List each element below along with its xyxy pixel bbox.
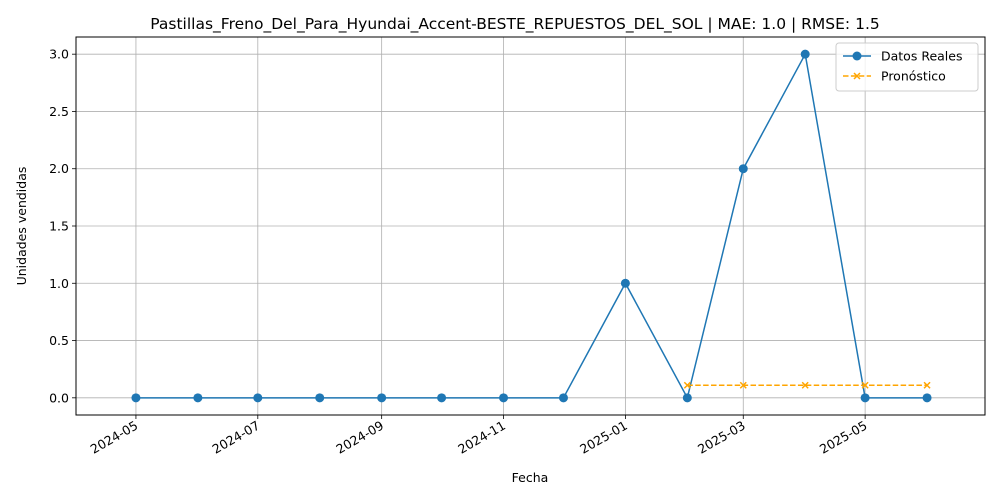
y-tick-label: 3.0 [49, 47, 69, 62]
data-point-datos-reales [437, 393, 447, 403]
data-point-pronostico [801, 381, 809, 389]
data-point-datos-reales [377, 393, 387, 403]
chart-title: Pastillas_Freno_Del_Para_Hyundai_Accent-… [150, 15, 879, 34]
data-point-datos-reales [682, 393, 692, 403]
legend-label-datos-reales: Datos Reales [881, 49, 962, 64]
legend-marker-datos-reales [852, 51, 862, 61]
data-point-datos-reales [922, 393, 932, 403]
data-point-pronostico [923, 381, 931, 389]
data-point-datos-reales [193, 393, 203, 403]
plot-area: 2024-05 2024-07 2024-09 2024-11 2025-01 2025-… [49, 36, 986, 457]
legend-marker-pronostico [853, 72, 861, 80]
legend: Datos Reales Pronóstico [835, 42, 979, 92]
data-point-datos-reales [499, 393, 509, 403]
y-tick-label: 0.5 [49, 333, 69, 348]
x-axis-label: Fecha [512, 470, 549, 485]
data-point-datos-reales [800, 49, 810, 59]
y-tick-label: 1.0 [49, 276, 69, 291]
plot-frame [75, 36, 986, 416]
y-axis-label: Unidades vendidas [14, 167, 29, 286]
data-point-datos-reales [860, 393, 870, 403]
data-point-datos-reales [620, 278, 630, 288]
data-point-datos-reales [131, 393, 141, 403]
y-tick-label: 2.0 [49, 161, 69, 176]
data-point-datos-reales [738, 164, 748, 174]
data-point-pronostico [861, 381, 869, 389]
y-axis-ticks: 0.0 0.5 1.0 1.5 2.0 2.5 3.0 [49, 47, 76, 405]
y-tick-label: 1.5 [49, 219, 69, 234]
legend-label-pronostico: Pronóstico [881, 69, 946, 84]
series-line-datos-reales [135, 53, 928, 399]
data-point-datos-reales [253, 393, 263, 403]
data-point-datos-reales [558, 393, 568, 403]
data-point-pronostico [739, 381, 747, 389]
y-tick-label: 2.5 [49, 104, 69, 119]
y-tick-label: 0.0 [49, 390, 69, 405]
series-layer [131, 49, 932, 403]
data-point-pronostico [683, 381, 691, 389]
data-point-datos-reales [315, 393, 325, 403]
legend-box [835, 42, 979, 92]
gridlines [76, 37, 985, 415]
